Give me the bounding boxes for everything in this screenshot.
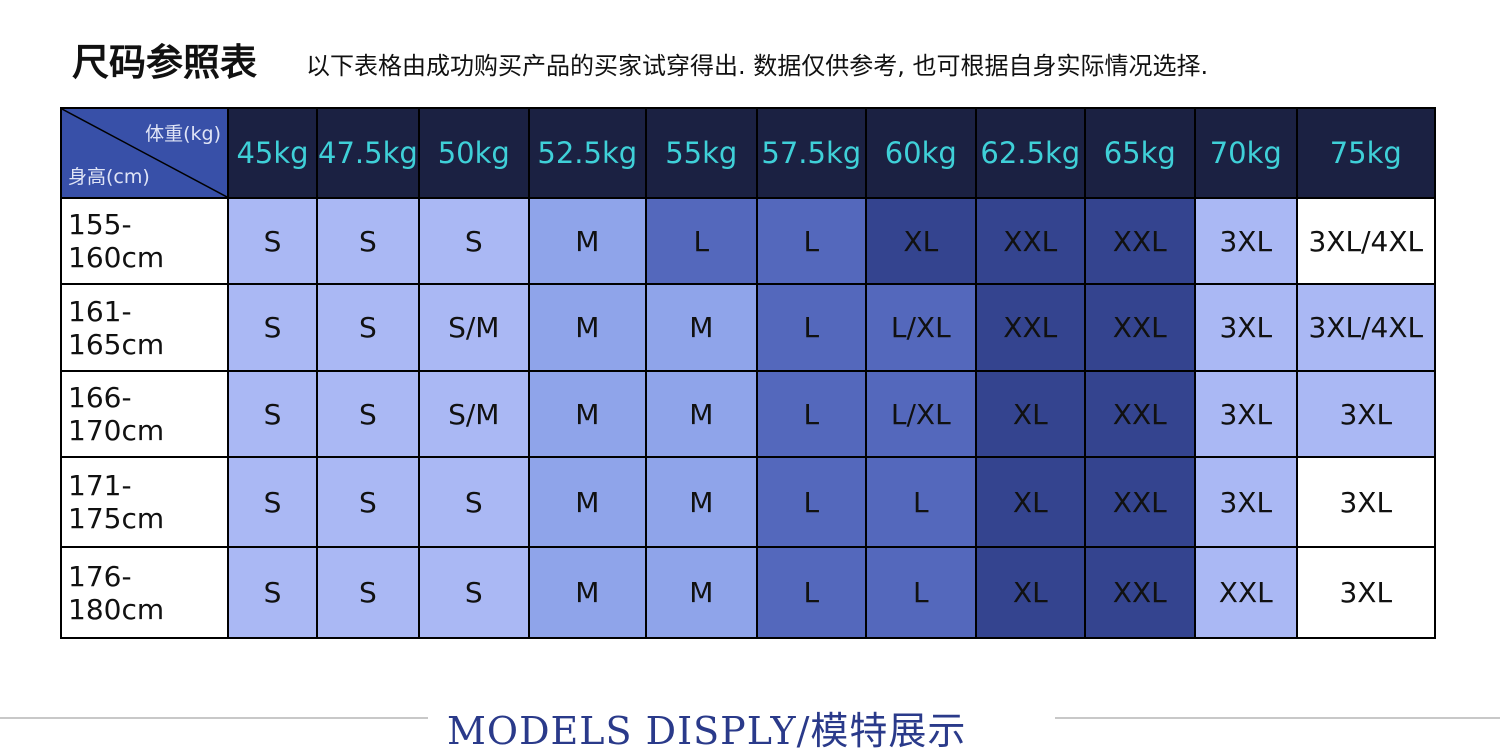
header-row: 体重(kg) 身高(cm) 45kg 47.5kg 50kg 52.5kg 55kg 57… xyxy=(60,107,1436,199)
column-header-weight: 70kg xyxy=(1193,107,1298,199)
column-header-weight: 75kg xyxy=(1295,107,1436,199)
column-header-weight: 55kg xyxy=(644,107,758,199)
column-header-weight: 50kg xyxy=(417,107,530,199)
size-cell: XXL xyxy=(1083,283,1196,372)
size-cell: S/M xyxy=(417,370,530,458)
size-cell: S xyxy=(316,370,420,458)
size-cell: L xyxy=(864,546,977,639)
size-cell: L xyxy=(864,456,977,548)
size-cell: S xyxy=(316,456,420,548)
size-cell: M xyxy=(644,283,758,372)
size-cell: 3XL/4XL xyxy=(1295,283,1436,372)
size-cell: 3XL xyxy=(1295,370,1436,458)
size-cell: 3XL/4XL xyxy=(1295,197,1436,285)
size-cell: XL xyxy=(864,197,977,285)
section-heading: MODELS DISPLY/模特展示 xyxy=(447,709,967,753)
table-row: 155-160cm S S S M L L XL XXL XXL 3XL 3XL/4XL xyxy=(60,197,1436,285)
row-header-height: 166-170cm xyxy=(60,370,229,458)
size-cell: M xyxy=(644,370,758,458)
size-chart-table: 体重(kg) 身高(cm) 45kg 47.5kg 50kg 52.5kg 55kg 57… xyxy=(60,107,1436,639)
size-cell: M xyxy=(527,197,647,285)
corner-cell: 体重(kg) 身高(cm) xyxy=(60,107,229,199)
column-header-weight: 52.5kg xyxy=(527,107,647,199)
size-cell: 3XL xyxy=(1295,456,1436,548)
diagonal-divider xyxy=(62,109,227,197)
weight-axis-label: 体重(kg) xyxy=(145,123,221,145)
size-cell: 3XL xyxy=(1193,370,1298,458)
size-cell: 3XL xyxy=(1193,456,1298,548)
size-cell: 3XL xyxy=(1295,546,1436,639)
size-cell: L xyxy=(644,197,758,285)
table-row: 161-165cm S S S/M M M L L/XL XXL XXL 3XL 3XL/4XL xyxy=(60,283,1436,372)
footer-divider-left xyxy=(0,717,428,719)
size-cell: XXL xyxy=(1083,546,1196,639)
size-cell: XL xyxy=(974,456,1086,548)
size-cell: L xyxy=(755,283,867,372)
size-cell: XL xyxy=(974,370,1086,458)
row-header-height: 171-175cm xyxy=(60,456,229,548)
size-cell: XXL xyxy=(1083,370,1196,458)
size-cell: L xyxy=(755,456,867,548)
size-cell: XXL xyxy=(1083,197,1196,285)
size-cell: 3XL xyxy=(1193,197,1298,285)
column-header-weight: 60kg xyxy=(864,107,977,199)
column-header-weight: 57.5kg xyxy=(755,107,867,199)
size-cell: L/XL xyxy=(864,283,977,372)
page-title: 尺码参照表 xyxy=(72,41,257,84)
page-subtitle: 以下表格由成功购买产品的买家试穿得出. 数据仅供参考, 也可根据自身实际情况选择… xyxy=(306,52,1209,80)
table-row: 176-180cm S S S M M L L XL XXL XXL 3XL xyxy=(60,546,1436,639)
size-cell: M xyxy=(527,456,647,548)
height-axis-label: 身高(cm) xyxy=(68,166,150,188)
size-cell: L xyxy=(755,197,867,285)
size-cell: M xyxy=(644,456,758,548)
size-cell: L xyxy=(755,546,867,639)
size-cell: L/XL xyxy=(864,370,977,458)
column-header-weight: 65kg xyxy=(1083,107,1196,199)
row-header-height: 176-180cm xyxy=(60,546,229,639)
size-cell: XXL xyxy=(1193,546,1298,639)
size-cell: S xyxy=(417,456,530,548)
size-cell: S xyxy=(227,546,318,639)
column-header-weight: 62.5kg xyxy=(974,107,1086,199)
size-cell: S xyxy=(417,546,530,639)
size-cell: M xyxy=(527,370,647,458)
size-cell: S xyxy=(227,197,318,285)
size-cell: 3XL xyxy=(1193,283,1298,372)
footer-divider-right xyxy=(1055,717,1500,719)
row-header-height: 155-160cm xyxy=(60,197,229,285)
size-cell: XXL xyxy=(974,283,1086,372)
table-row: 166-170cm S S S/M M M L L/XL XL XXL 3XL 3XL xyxy=(60,370,1436,458)
size-cell: S xyxy=(316,546,420,639)
size-cell: S xyxy=(227,456,318,548)
size-cell: S xyxy=(316,197,420,285)
size-cell: M xyxy=(527,283,647,372)
size-cell: L xyxy=(755,370,867,458)
size-cell: M xyxy=(644,546,758,639)
column-header-weight: 45kg xyxy=(227,107,318,199)
size-cell: XL xyxy=(974,546,1086,639)
size-cell: XXL xyxy=(974,197,1086,285)
size-cell: S xyxy=(227,370,318,458)
size-cell: S xyxy=(417,197,530,285)
row-header-height: 161-165cm xyxy=(60,283,229,372)
size-cell: M xyxy=(527,546,647,639)
size-cell: S xyxy=(227,283,318,372)
table-row: 171-175cm S S S M M L L XL XXL 3XL 3XL xyxy=(60,456,1436,548)
size-cell: XXL xyxy=(1083,456,1196,548)
column-header-weight: 47.5kg xyxy=(316,107,420,199)
size-cell: S/M xyxy=(417,283,530,372)
size-cell: S xyxy=(316,283,420,372)
